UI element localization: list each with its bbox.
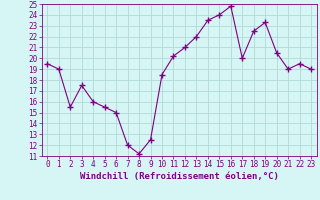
X-axis label: Windchill (Refroidissement éolien,°C): Windchill (Refroidissement éolien,°C): [80, 172, 279, 181]
